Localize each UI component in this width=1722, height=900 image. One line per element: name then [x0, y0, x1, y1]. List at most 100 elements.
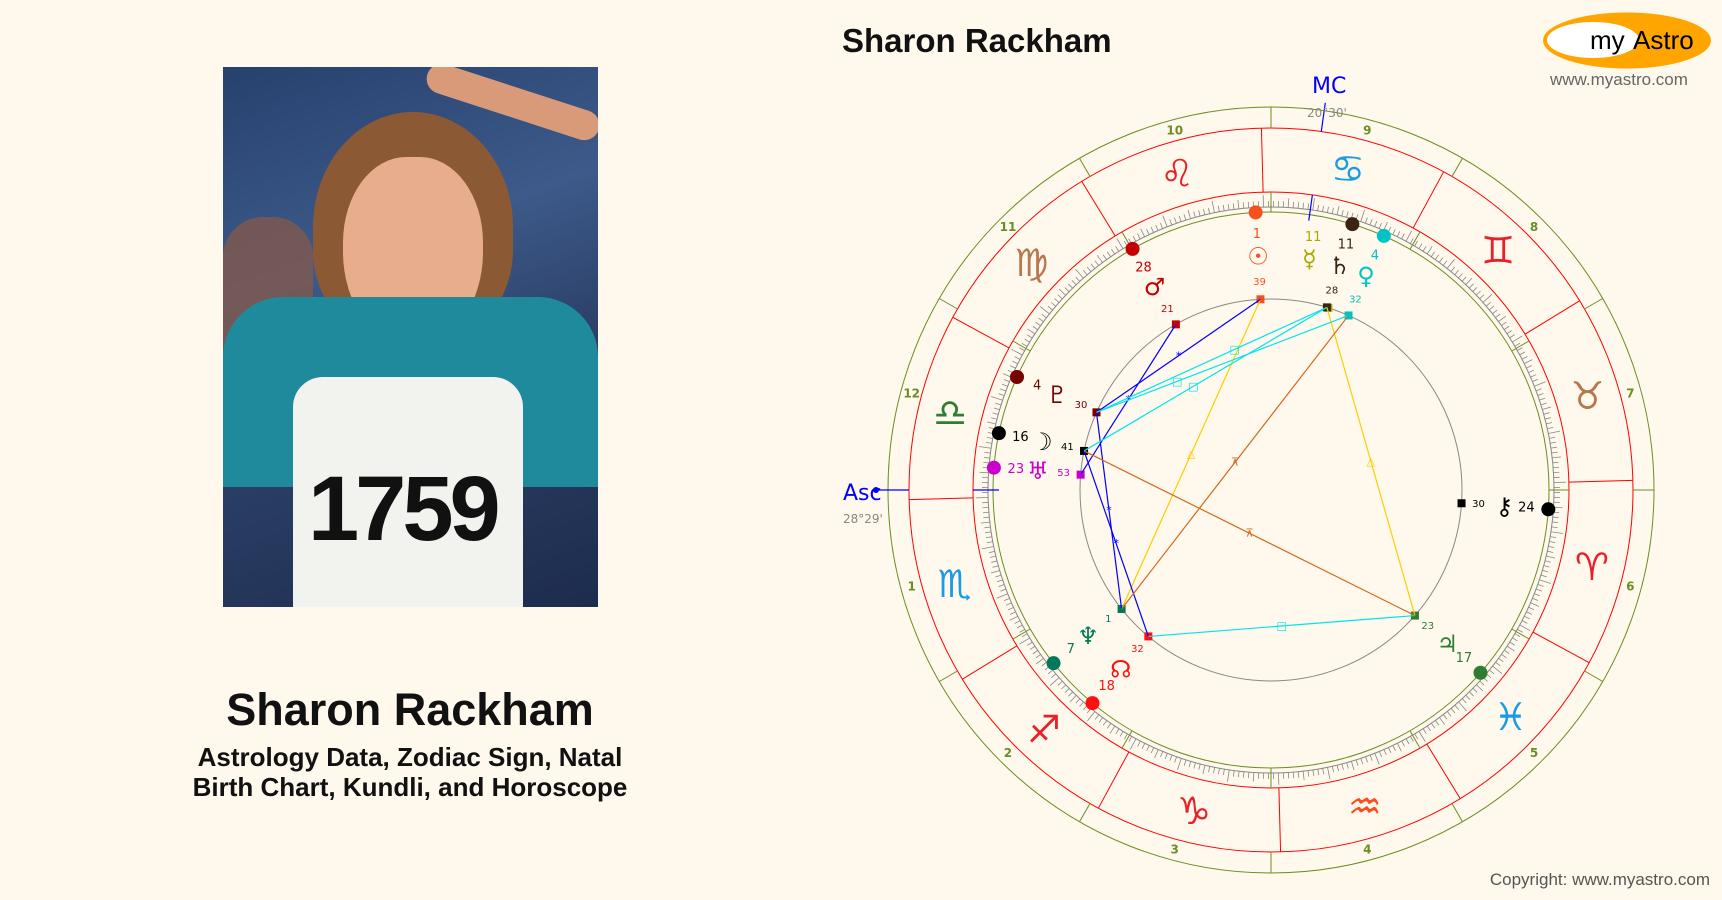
degree-tick — [1061, 684, 1067, 690]
degree-tick — [1086, 266, 1092, 272]
jupiter-minutes: 23 — [1421, 621, 1434, 632]
aspect-symbol-square: □ — [1172, 375, 1182, 388]
uranus-glyph: ♅︎ — [1027, 457, 1049, 485]
myastro-logo[interactable]: my Astro — [1543, 12, 1711, 69]
sign-boundary — [1081, 181, 1116, 237]
degree-tick — [1517, 628, 1523, 633]
degree-tick — [1312, 198, 1315, 211]
logo-text-astro: Astro — [1633, 25, 1694, 55]
house-cusp-inner — [1012, 628, 1031, 640]
degree-tick — [1307, 203, 1310, 210]
north-node-minutes: 32 — [1131, 644, 1144, 655]
degree-tick — [1346, 762, 1349, 769]
logo-url[interactable]: www.myastro.com — [1550, 70, 1688, 89]
zodiac-sign-libra: ♎︎ — [933, 391, 967, 435]
degree-tick — [1405, 230, 1413, 242]
degree-tick — [1528, 369, 1535, 373]
subtitle-line-2: Birth Chart, Kundli, and Horoscope — [192, 772, 628, 802]
degree-tick — [1010, 611, 1016, 615]
degree-tick — [1435, 720, 1440, 726]
degree-tick — [996, 593, 1008, 599]
aspect-line-quincunx — [1121, 315, 1350, 610]
degree-tick — [1032, 650, 1039, 655]
degree-tick — [1539, 579, 1551, 584]
degree-tick — [1312, 769, 1315, 776]
degree-tick — [1540, 574, 1547, 578]
jupiter-degree: 17 — [1456, 651, 1473, 666]
house-cusp-inner — [1409, 730, 1421, 749]
mc-label: MC — [1312, 74, 1346, 99]
degree-tick — [1430, 251, 1435, 257]
degree-tick — [1540, 402, 1547, 406]
degree-tick — [1242, 202, 1245, 209]
degree-tick — [1369, 219, 1373, 226]
degree-tick — [1552, 516, 1559, 519]
house-number-8: 8 — [1530, 220, 1538, 234]
aspect-line-sextile — [1083, 450, 1149, 637]
degree-tick — [1012, 360, 1018, 365]
degree-tick — [1150, 747, 1155, 754]
degree-tick — [1193, 211, 1196, 218]
degree-tick — [1021, 343, 1028, 347]
degree-tick — [1009, 615, 1018, 621]
degree-tick — [1472, 287, 1478, 292]
degree-tick — [1551, 451, 1558, 454]
degree-tick — [991, 396, 1003, 401]
degree-tick — [1434, 254, 1440, 260]
degree-tick — [1096, 255, 1103, 263]
degree-tick — [1431, 722, 1436, 729]
degree-tick — [1388, 747, 1392, 754]
degree-tick — [1514, 633, 1521, 637]
aspect-line-square — [1148, 614, 1415, 638]
degree-tick — [1414, 733, 1419, 740]
degree-tick — [1124, 733, 1128, 740]
degree-tick — [1038, 317, 1044, 323]
degree-tick — [1476, 684, 1484, 692]
north-node-marker — [1085, 696, 1100, 711]
page-subtitle: Astrology Data, Zodiac Sign, Natal Birth… — [0, 742, 820, 802]
degree-tick — [990, 570, 1000, 574]
degree-tick — [1187, 209, 1191, 219]
degree-tick — [1360, 210, 1365, 222]
degree-tick — [1509, 641, 1516, 646]
degree-tick — [1498, 657, 1504, 663]
degree-tick — [998, 393, 1005, 396]
degree-tick — [1489, 669, 1495, 675]
zodiac-sign-cancer: ♋︎ — [1331, 147, 1365, 191]
degree-tick — [1232, 770, 1235, 777]
degree-tick — [1058, 288, 1066, 296]
saturn-degree: 11 — [1338, 238, 1355, 253]
neptune-degree: 7 — [1067, 642, 1075, 657]
uranus-degree: 23 — [1008, 462, 1025, 477]
degree-tick — [1551, 526, 1558, 529]
sign-boundary — [1260, 128, 1264, 193]
degree-tick — [1035, 654, 1041, 659]
degree-tick — [1106, 251, 1111, 258]
mars-glyph: ♂︎ — [1144, 273, 1166, 301]
degree-tick — [1336, 765, 1339, 772]
jupiter-glyph: ♃︎ — [1437, 630, 1459, 658]
asc-degree: 28°29' — [843, 512, 883, 526]
pluto-marker — [1010, 370, 1025, 385]
degree-tick — [1169, 219, 1173, 226]
sign-boundary — [1097, 751, 1130, 809]
degree-tick — [1492, 309, 1498, 315]
degree-tick — [1360, 758, 1364, 765]
degree-tick — [1550, 536, 1557, 539]
aspect-line-trine — [1326, 307, 1416, 616]
degree-tick — [1365, 756, 1368, 763]
uranus-marker — [986, 460, 1001, 475]
sign-boundary — [1532, 631, 1590, 664]
degree-tick — [1297, 771, 1300, 778]
degree-tick — [1071, 280, 1077, 286]
degree-tick — [991, 417, 998, 420]
aspect-line-sextile — [1095, 412, 1123, 610]
degree-tick — [1469, 691, 1474, 697]
degree-tick — [1237, 199, 1240, 209]
degree-tick — [1150, 226, 1154, 233]
degree-tick — [1521, 356, 1528, 360]
degree-tick — [1237, 771, 1240, 778]
degree-tick — [1027, 641, 1033, 646]
degree-tick — [1418, 243, 1423, 249]
